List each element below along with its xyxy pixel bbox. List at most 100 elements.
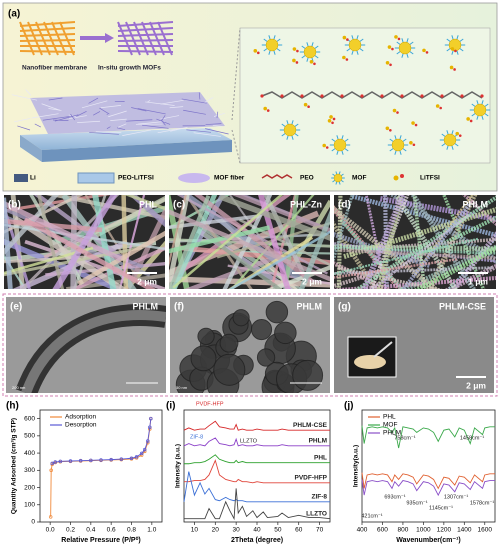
litfsi [392, 108, 397, 113]
series-line [50, 418, 152, 517]
curve-label: PHLM [309, 438, 327, 445]
zoom-line [231, 27, 241, 121]
plot-frame [361, 409, 496, 523]
litfsi [394, 35, 398, 39]
data-point [53, 460, 57, 464]
fiber [336, 195, 343, 289]
micrographs: (b) PHL 2 μm (c) PHL-Zn 2 μm (d) PHLM 1 μm (e) PHL… [4, 195, 496, 393]
fiber [23, 217, 157, 289]
fiber [88, 97, 99, 104]
mof-sphere [348, 38, 362, 52]
legend-label: PHL [383, 414, 396, 421]
litfsi [425, 51, 429, 54]
fiber [205, 123, 222, 125]
legend-label: Adsorption [65, 414, 96, 421]
arrow-head [105, 33, 114, 43]
annotation: 1145cm⁻¹ [429, 505, 453, 511]
mesh-line [117, 21, 133, 56]
mof-sphere [398, 41, 412, 55]
fiber [137, 108, 166, 115]
fiber [157, 128, 182, 134]
litfsi [342, 35, 347, 40]
fiber [184, 252, 285, 289]
fiber [53, 119, 69, 121]
data-point [142, 447, 147, 452]
litfsi [309, 59, 314, 64]
fiber [81, 100, 108, 109]
mof-sphere [333, 173, 343, 183]
scale-label: 200 nm [12, 385, 26, 390]
litfsi [389, 128, 392, 132]
mesh-line [59, 21, 75, 56]
litfsi [439, 106, 442, 110]
atom [420, 94, 424, 98]
curve-label: PHLM-CSE [293, 422, 328, 429]
y-tick-label: 400 [24, 450, 35, 457]
mesh-line [19, 21, 35, 56]
fiber [4, 218, 103, 233]
y-axis-label: Intensity (a.u.) [175, 444, 182, 488]
fiber [186, 129, 211, 133]
fiber [169, 209, 330, 282]
x-tick-label: 1200 [437, 527, 452, 534]
annotation: 1578cm⁻¹ [470, 500, 494, 506]
x-tick-label: 1400 [457, 527, 472, 534]
x-tick-label: 60 [295, 527, 303, 534]
series-line [183, 471, 330, 503]
mof-sphere [283, 123, 297, 137]
fiber [169, 276, 330, 288]
sample-label: PHL-Zn [290, 199, 322, 209]
litfsi [469, 119, 473, 123]
annotation: ZIF-8 [190, 434, 203, 440]
micrograph [334, 195, 496, 289]
series-line [184, 488, 331, 521]
panel-label: (b) [8, 200, 21, 211]
particle [292, 359, 324, 391]
x-axis-label: Relative Pressure (P/P⁰) [61, 536, 140, 544]
fiber [334, 237, 479, 275]
scale-label: 2 μm [302, 276, 322, 286]
mesh-line [133, 21, 149, 56]
fiber [31, 113, 59, 119]
fiber [70, 113, 76, 121]
molecules [253, 35, 491, 155]
data-point [99, 458, 103, 462]
fiber [11, 94, 38, 101]
panel-label: (a) [8, 9, 20, 20]
x-tick-label: 400 [357, 527, 368, 534]
fiber-texture [11, 89, 229, 137]
fiber [181, 98, 207, 104]
fiber [172, 195, 284, 289]
fiber [4, 197, 13, 289]
x-tick-label: 1000 [416, 527, 431, 534]
scale-label: 50 nm [176, 385, 188, 390]
y-tick-label: 500 [24, 433, 35, 440]
particle [251, 318, 273, 341]
scale-label: 2 μm [137, 276, 157, 286]
fiber [337, 266, 443, 289]
fiber [212, 125, 223, 127]
membrane-top [20, 128, 232, 150]
litfsi [389, 63, 392, 67]
fiber [334, 221, 379, 289]
data-point [58, 459, 63, 464]
data-point [149, 416, 153, 421]
fiber [116, 127, 126, 131]
series-line [361, 472, 495, 490]
fiber [25, 89, 32, 96]
y-tick-label: 100 [24, 501, 35, 508]
data-point [50, 461, 54, 466]
litfsi [322, 143, 327, 148]
y-tick-label: 200 [24, 484, 35, 491]
plot-frame [39, 409, 163, 523]
mesh-line [35, 21, 51, 56]
fiber [161, 115, 166, 121]
legend-icon [178, 173, 210, 183]
fiber [216, 111, 219, 119]
y-axis-label: Quantity Adsorbed (cm³/g STP) [11, 418, 18, 514]
data-point [134, 455, 139, 459]
fiber [203, 232, 283, 289]
x-tick-label: 70 [316, 527, 324, 534]
litfsi [332, 117, 336, 121]
